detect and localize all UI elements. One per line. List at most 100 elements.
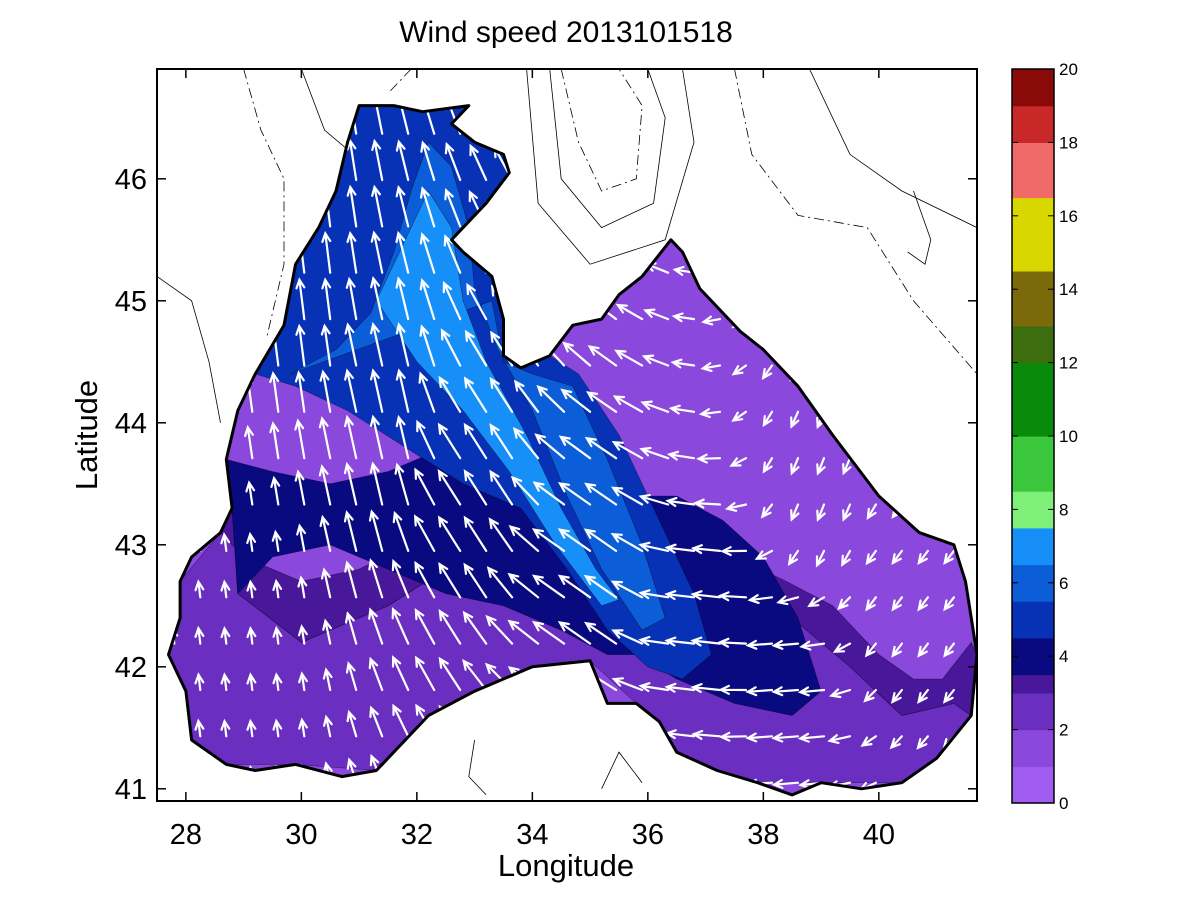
wind-vector-164 (420, 105, 436, 135)
wind-vector-454 (943, 596, 955, 612)
wind-vector-376 (797, 732, 826, 743)
wind-vector-84 (295, 323, 306, 367)
contour-line-9 (387, 69, 412, 94)
wind-vector-232 (534, 433, 566, 460)
wind-vector-46 (246, 718, 257, 738)
wind-vector-126 (369, 461, 384, 506)
wind-vector-183 (462, 610, 488, 645)
wind-vector-173 (438, 375, 462, 413)
wind-vector-303 (664, 636, 696, 647)
wind-vector-260 (583, 528, 618, 552)
wind-vector-440 (917, 549, 929, 566)
colorbar: 0 2 4 6 8 10 12 14 16 18 20 (1011, 60, 1078, 813)
wind-vector-289 (638, 589, 670, 600)
wind-vector-288 (638, 635, 670, 646)
wind-vector-107 (345, 661, 358, 692)
wind-vector-218 (513, 379, 540, 413)
wind-vector-48 (246, 625, 257, 645)
wind-vector-378 (799, 640, 826, 651)
wind-vector-306 (665, 497, 696, 507)
colorbar-segment-10 (1012, 362, 1054, 437)
colorbar-segment-4 (1012, 637, 1054, 676)
wind-vector-137 (391, 655, 410, 692)
wind-vector-361 (771, 732, 800, 743)
wind-vector-132 (371, 184, 384, 228)
contour-line-6 (243, 69, 285, 338)
wind-vector-127 (369, 414, 384, 460)
wind-vector-52 (244, 424, 254, 460)
wind-vector-394 (837, 596, 852, 611)
wind-vector-278 (612, 395, 644, 413)
wind-vector-79 (297, 575, 308, 599)
colorbar-segment-11 (1012, 325, 1054, 364)
wind-vector-124 (368, 558, 384, 599)
wind-vector-382 (816, 457, 826, 476)
x-tick-label: 28 (170, 819, 202, 851)
wind-vector-261 (584, 482, 618, 506)
wind-vector-31 (220, 718, 231, 738)
wind-vector-377 (797, 686, 826, 697)
wind-vector-82 (294, 418, 306, 460)
wind-vector-453 (943, 642, 955, 658)
wind-vector-305 (664, 543, 696, 554)
wind-vector-351 (760, 503, 774, 519)
wind-vector-176 (443, 234, 462, 274)
wind-vector-189 (464, 329, 488, 367)
wind-vector-133 (371, 138, 384, 182)
wind-vector-188 (463, 376, 488, 413)
wind-vector-294 (641, 354, 670, 367)
wind-vector-64 (272, 578, 283, 599)
wind-vector-213 (507, 619, 540, 645)
wind-vector-77 (298, 671, 308, 692)
wind-vector-410 (865, 549, 877, 566)
wind-vector-302 (664, 682, 696, 693)
wind-vector-421 (889, 735, 903, 750)
wind-vector-122 (368, 656, 384, 692)
wind-vector-125 (368, 509, 384, 552)
wind-vector-304 (664, 590, 696, 601)
wind-vector-262 (584, 436, 618, 460)
wind-vector-379 (807, 596, 826, 608)
wind-vector-198 (485, 614, 514, 645)
wind-vector-277 (611, 440, 644, 460)
wind-vector-186 (463, 469, 488, 506)
wind-vector-193 (469, 143, 488, 182)
y-tick-label: 41 (115, 774, 147, 806)
wind-vector-309 (670, 358, 696, 369)
wind-vector-291 (638, 494, 670, 506)
wind-vector-178 (444, 141, 462, 182)
contour-line-1 (549, 69, 666, 229)
wind-vector-113 (344, 368, 358, 413)
wind-vector-106 (346, 709, 358, 738)
wind-vector-249 (562, 341, 592, 367)
wind-vector-408 (864, 642, 877, 658)
wind-vector-19 (194, 579, 205, 599)
x-tick-label: 32 (401, 819, 433, 851)
wind-vector-109 (344, 560, 358, 599)
contour-line-2 (526, 69, 695, 265)
wind-vector-272 (611, 677, 644, 692)
colorbar-tick-label: 0 (1059, 794, 1068, 813)
x-axis: 28 30 32 34 36 38 40 (170, 69, 895, 851)
wind-vector-117 (346, 184, 358, 228)
wind-vector-131 (370, 230, 384, 274)
wind-vector-366 (790, 503, 800, 522)
colorbar-segment-5 (1012, 601, 1054, 639)
y-tick-label: 46 (115, 164, 147, 196)
wind-speed-fill (168, 105, 977, 795)
wind-vector-215 (508, 525, 540, 552)
wind-vector-436 (916, 735, 929, 750)
y-tick-label: 45 (115, 286, 147, 318)
wind-vector-159 (419, 324, 436, 367)
wind-vector-364 (776, 595, 800, 606)
wind-vector-325 (701, 315, 722, 326)
wind-vector-68 (269, 371, 280, 413)
wind-vector-247 (558, 435, 592, 460)
wind-vector-308 (668, 404, 696, 415)
wind-vector-80 (296, 523, 306, 552)
wind-vector-160 (419, 277, 436, 321)
wind-vector-18 (194, 625, 205, 645)
wind-vector-141 (394, 462, 410, 506)
wind-vector-66 (270, 475, 281, 506)
colorbar-segment-1 (1012, 729, 1054, 767)
